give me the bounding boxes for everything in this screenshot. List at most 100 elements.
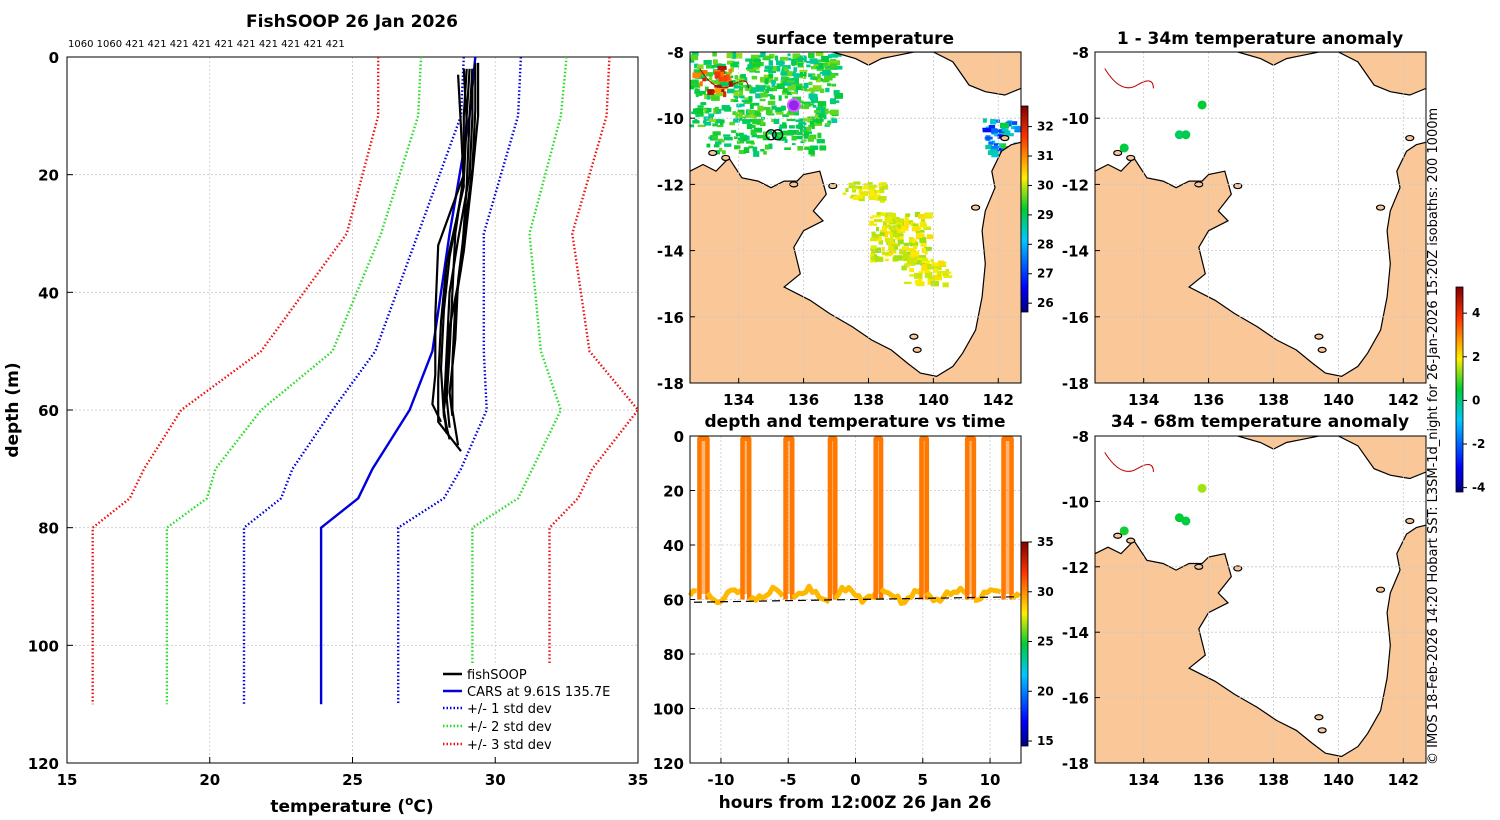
depth-time-x-tick-label: 5 xyxy=(918,771,928,789)
sst-pixel xyxy=(706,143,711,148)
depth-time-colorbar-label: 20 xyxy=(1037,684,1054,698)
sst-pixel xyxy=(991,140,996,145)
sst-pixel xyxy=(760,92,768,98)
island xyxy=(1126,154,1136,162)
anomaly-colorbar xyxy=(1455,286,1464,493)
sst-pixel xyxy=(746,140,755,144)
depth-time-x-tick-label: -5 xyxy=(780,771,797,789)
profile-x-tick-label: 20 xyxy=(199,771,220,789)
sst-pixel xyxy=(733,118,740,123)
sst-pixel xyxy=(797,146,803,151)
sst-pixel xyxy=(922,223,927,229)
sst-pixel xyxy=(734,136,738,139)
ship-track-marker xyxy=(772,129,784,141)
sst-pixel xyxy=(812,74,816,77)
sst-pixel xyxy=(994,132,1000,137)
sst-pixel xyxy=(932,268,939,273)
sst-map-x-tick-label: 142 xyxy=(983,391,1014,409)
sst-pixel xyxy=(751,63,761,68)
island xyxy=(1113,149,1123,157)
dive-fill xyxy=(1003,438,1012,595)
sst-pixel xyxy=(691,52,699,57)
sst-pixel xyxy=(774,77,779,81)
sst-pixel xyxy=(914,272,923,279)
sst-pixel xyxy=(719,147,723,152)
island xyxy=(1194,563,1204,570)
sst-pixel xyxy=(921,264,931,269)
depth-time-x-label: hours from 12:00Z 26 Jan 26 xyxy=(719,793,992,813)
isobath-line xyxy=(1104,452,1154,472)
sst-pixel xyxy=(690,85,694,90)
sst-pixel xyxy=(792,71,797,74)
sst-map-y-tick-label: -14 xyxy=(657,243,684,261)
sst-pixel xyxy=(776,65,781,72)
anomaly-colorbar-label: 4 xyxy=(1472,306,1480,320)
anomaly-upper-axes xyxy=(1094,51,1427,384)
sst-pixel xyxy=(867,186,876,191)
sst-pixel xyxy=(706,93,710,100)
sd3-low-line xyxy=(91,57,380,705)
sst-pixel xyxy=(882,225,887,232)
sst-pixel xyxy=(751,133,757,138)
sst-pixel xyxy=(903,242,910,246)
bottom-segment xyxy=(833,584,878,605)
sst-pixel xyxy=(812,85,822,91)
sst-pixel xyxy=(753,127,762,133)
sst-pixel xyxy=(715,141,722,145)
profile-x-tick-label: 25 xyxy=(342,771,363,789)
anomaly-lower-points xyxy=(1119,483,1207,536)
sst-pixel xyxy=(738,86,743,92)
sst-pixel xyxy=(723,136,733,141)
sst-pixel xyxy=(777,136,783,140)
sst-pixel xyxy=(797,131,806,136)
sst-pixel xyxy=(876,212,883,217)
sst-pixel xyxy=(828,55,832,59)
sst-pixel xyxy=(821,56,830,62)
sst-pixel xyxy=(735,112,743,118)
sst-pixel xyxy=(921,260,928,264)
anomaly-upper-y-tick-label: -12 xyxy=(1062,176,1089,194)
profile-y-ticks: 0 20 40 60 80 100 120 xyxy=(28,49,73,773)
sst-pixel xyxy=(723,134,731,137)
sst-pixel xyxy=(782,122,787,129)
sst-pixel xyxy=(750,129,756,135)
sst-pixel xyxy=(990,128,998,134)
dive-fill xyxy=(921,438,927,595)
sst-pixel xyxy=(737,109,745,115)
sst-pixel xyxy=(918,271,924,274)
sst-pixel xyxy=(717,125,724,128)
sst-pixel xyxy=(731,130,737,133)
sst-pixel xyxy=(773,118,780,124)
sst-pixel xyxy=(833,100,840,103)
sst-pixel xyxy=(793,53,801,58)
sst-pixel xyxy=(693,69,701,75)
sst-pixel xyxy=(836,52,842,57)
sst-pixel xyxy=(803,133,809,139)
sst-pixel xyxy=(706,108,712,113)
sst-pixel xyxy=(812,118,820,123)
depth-time-y-tick-label: 60 xyxy=(663,592,684,610)
sst-pixel xyxy=(914,279,920,285)
sst-pixel xyxy=(815,52,824,57)
sst-pixel xyxy=(933,264,942,271)
island xyxy=(912,346,922,353)
island xyxy=(1405,134,1415,142)
sst-pixel xyxy=(749,60,755,65)
sst-pixel xyxy=(763,151,767,155)
dive-fill xyxy=(742,438,750,595)
sst-pixel xyxy=(823,115,827,118)
anomaly-upper-x-tick-label: 134 xyxy=(1128,391,1159,409)
sst-pixel xyxy=(884,215,888,218)
sst-pixel xyxy=(748,114,755,119)
sst-pixel xyxy=(752,102,760,106)
sst-pixel xyxy=(1014,129,1021,133)
sst-pixel xyxy=(797,127,803,130)
legend-sd1: +/- 1 std dev xyxy=(467,702,552,717)
sst-pixel xyxy=(927,275,936,281)
sst-pixel xyxy=(803,117,811,122)
sst-pixel xyxy=(710,80,720,85)
sst-pixel xyxy=(764,55,773,59)
sst-pixel xyxy=(830,98,836,105)
sst-pixel xyxy=(762,57,771,61)
sst-pixel xyxy=(802,55,807,58)
